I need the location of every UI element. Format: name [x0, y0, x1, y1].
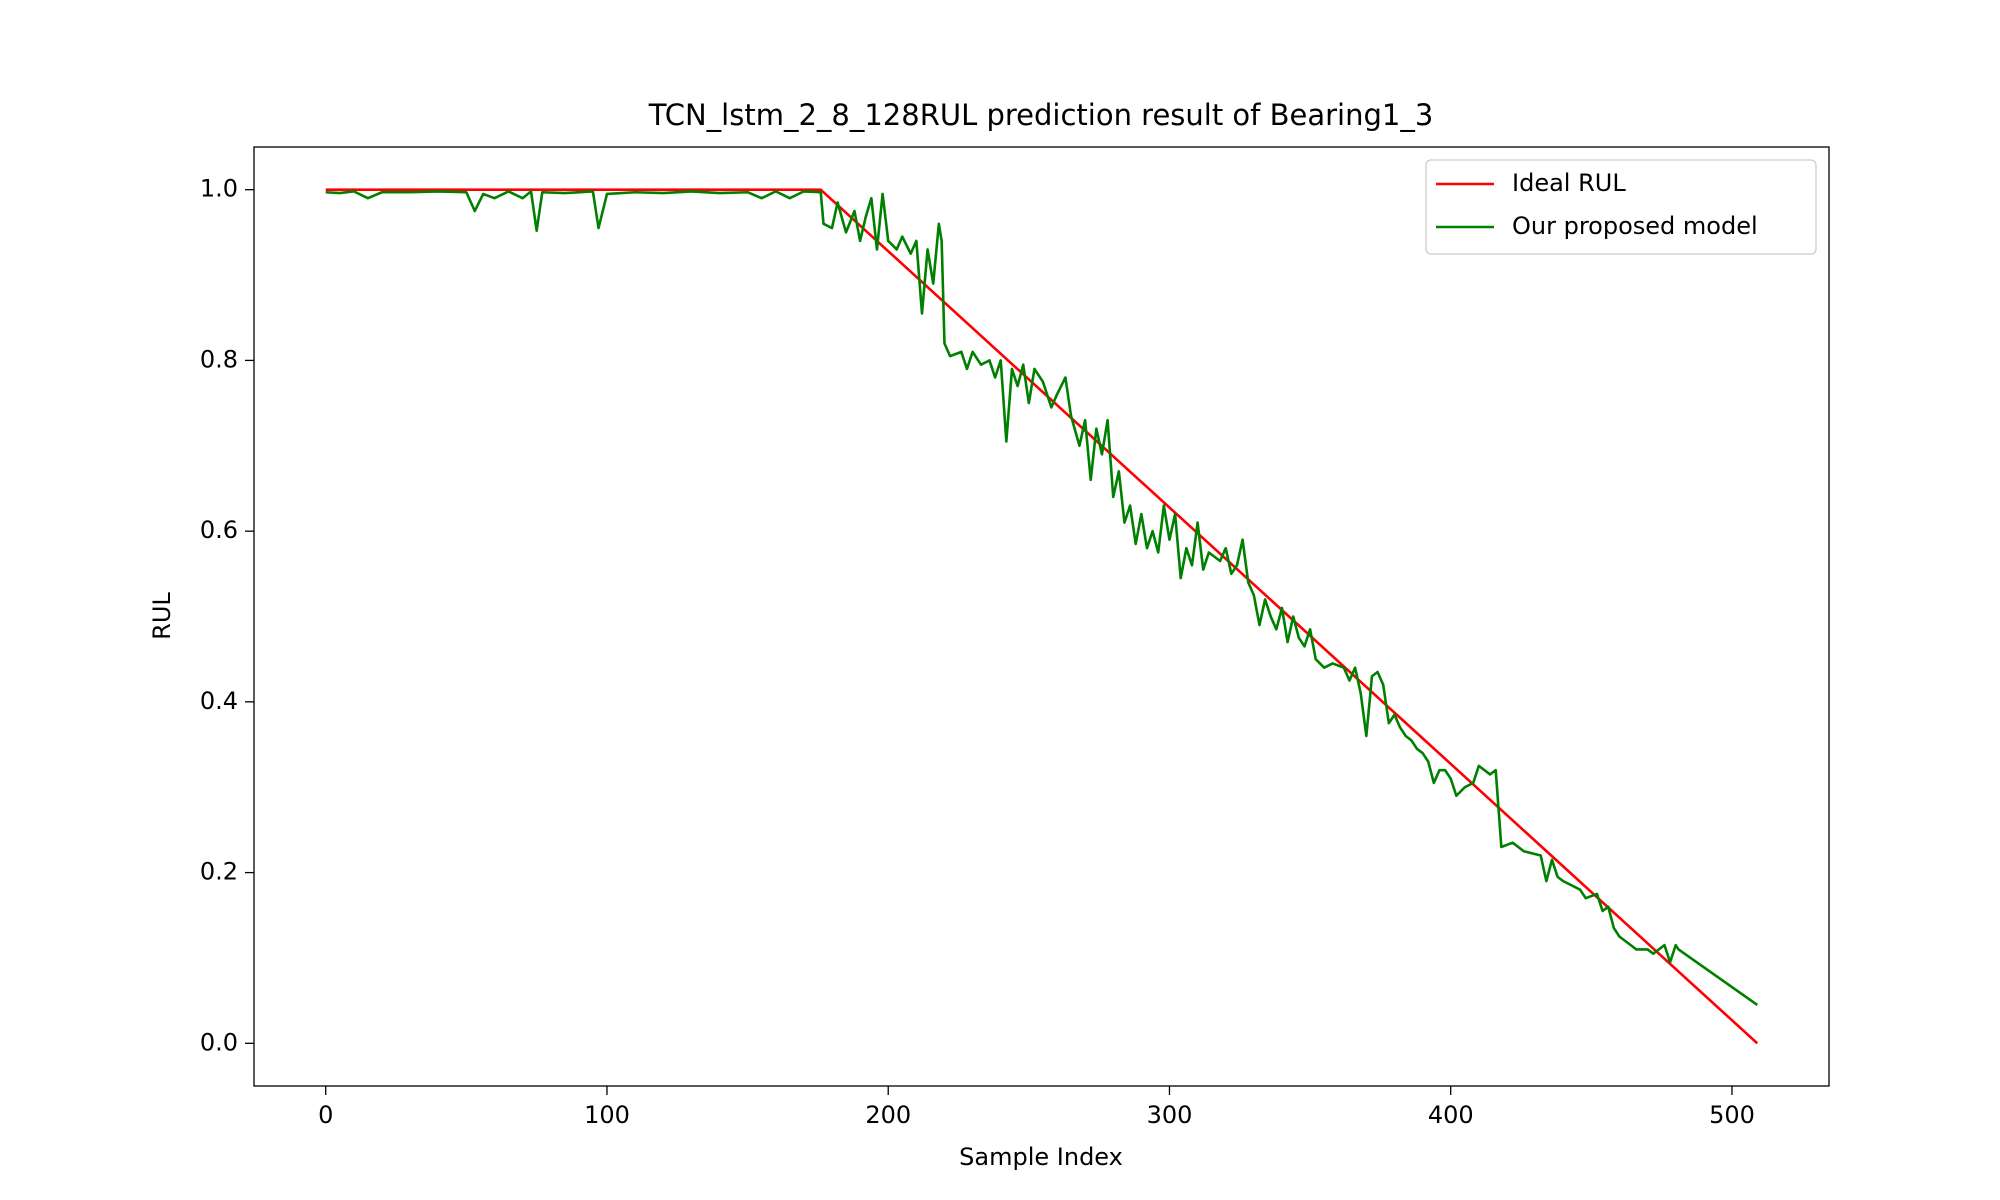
series-line — [325, 190, 1759, 1006]
plot-frame — [253, 146, 1830, 1087]
y-tick-label: 0.6 — [200, 516, 238, 544]
y-tick-label: 0.2 — [200, 858, 238, 886]
legend-label: Ideal RUL — [1512, 169, 1626, 197]
y-tick-label: 1.0 — [200, 175, 238, 203]
y-tick-label: 0.0 — [200, 1028, 238, 1056]
x-tick-label: 500 — [1709, 1101, 1755, 1129]
x-tick-label: 100 — [584, 1101, 630, 1129]
series-line — [325, 188, 1759, 1045]
x-tick-label: 0 — [318, 1101, 333, 1129]
x-tick-label: 200 — [865, 1101, 911, 1129]
y-axis-label: RUL — [148, 592, 176, 640]
x-tick-label: 300 — [1147, 1101, 1193, 1129]
x-tick-label: 400 — [1428, 1101, 1474, 1129]
legend-label: Our proposed model — [1512, 212, 1758, 240]
y-tick-label: 0.4 — [200, 687, 238, 715]
x-axis-label: Sample Index — [959, 1143, 1123, 1171]
legend-box — [1425, 159, 1817, 255]
y-tick-label: 0.8 — [200, 345, 238, 373]
chart-title: TCN_lstm_2_8_128RUL prediction result of… — [648, 98, 1434, 132]
